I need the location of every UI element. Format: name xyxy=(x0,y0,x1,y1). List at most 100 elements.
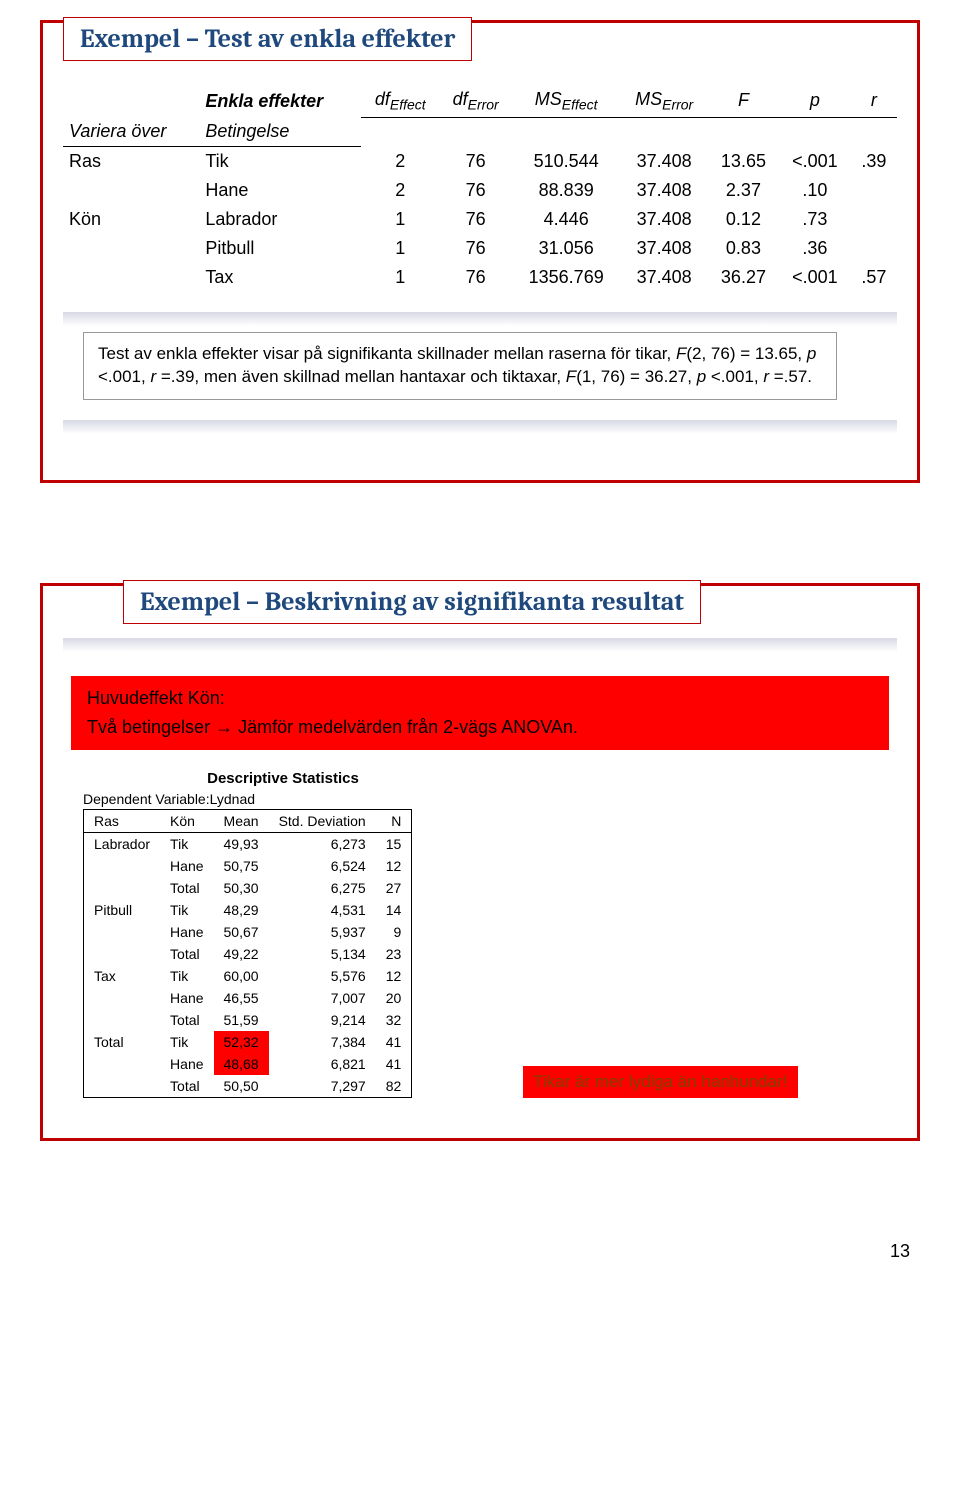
hdr-sub1: Variera över xyxy=(63,117,199,147)
cell: 51,59 xyxy=(214,1009,269,1031)
cell xyxy=(84,1075,161,1098)
cell: 88.839 xyxy=(512,176,621,205)
cell: 31.056 xyxy=(512,234,621,263)
cell: 7,297 xyxy=(269,1075,376,1098)
cell: 1 xyxy=(361,205,439,234)
cell: 23 xyxy=(376,943,412,965)
cell: 9,214 xyxy=(269,1009,376,1031)
cell: 76 xyxy=(439,147,511,177)
table-row: Total49,225,13423 xyxy=(84,943,412,965)
cell: 76 xyxy=(439,263,511,292)
cell: Tik xyxy=(199,147,361,177)
table-row: Hane50,756,52412 xyxy=(84,855,412,877)
cell: 50,50 xyxy=(214,1075,269,1098)
cell: 37.408 xyxy=(620,147,707,177)
cell: Hane xyxy=(160,987,213,1009)
banner-heading: Huvudeffekt Kön: xyxy=(87,688,873,709)
cell: Total xyxy=(160,1075,213,1098)
cell: Pitbull xyxy=(199,234,361,263)
cell: 50,75 xyxy=(214,855,269,877)
cell: Total xyxy=(84,1031,161,1053)
cell: 510.544 xyxy=(512,147,621,177)
cell xyxy=(851,205,897,234)
descriptive-table: RasKönMeanStd. DeviationNLabradorTik49,9… xyxy=(83,809,412,1098)
stats-table-wrap: Descriptive Statistics Dependent Variabl… xyxy=(83,770,483,1098)
cell: 46,55 xyxy=(214,987,269,1009)
cell xyxy=(84,987,161,1009)
hdr-main: Enkla effekter xyxy=(199,85,361,117)
cell: 41 xyxy=(376,1031,412,1053)
table-row: LabradorTik49,936,27315 xyxy=(84,832,412,855)
cell: .39 xyxy=(851,147,897,177)
cell: .36 xyxy=(779,234,851,263)
table-row: RasTik276510.54437.40813.65<.001.39 xyxy=(63,147,897,177)
cell: 6,275 xyxy=(269,877,376,899)
page-number: 13 xyxy=(0,1241,910,1262)
table-row: PitbullTik48,294,53114 xyxy=(84,899,412,921)
cell: Tax xyxy=(84,965,161,987)
hdr-sub2: Betingelse xyxy=(199,117,361,147)
cell: 50,30 xyxy=(214,877,269,899)
cell: 6,524 xyxy=(269,855,376,877)
cell: Tik xyxy=(160,965,213,987)
col-p: p xyxy=(779,85,851,117)
cell: 76 xyxy=(439,176,511,205)
cell: 27 xyxy=(376,877,412,899)
table-row: Tax1761356.76937.40836.27<.001.57 xyxy=(63,263,897,292)
col-header: Mean xyxy=(214,809,269,832)
cell: 48,68 xyxy=(214,1053,269,1075)
cell: 32 xyxy=(376,1009,412,1031)
cell: 1356.769 xyxy=(512,263,621,292)
cell: 20 xyxy=(376,987,412,1009)
note-text: Test av enkla effekter visar på signifik… xyxy=(98,344,816,386)
table-row: Total50,507,29782 xyxy=(84,1075,412,1098)
col-header: Kön xyxy=(160,809,213,832)
cell: Tax xyxy=(199,263,361,292)
cell: Hane xyxy=(160,921,213,943)
cell: .10 xyxy=(779,176,851,205)
cell: 49,93 xyxy=(214,832,269,855)
cell: 49,22 xyxy=(214,943,269,965)
cell: 0.12 xyxy=(708,205,779,234)
cell: Labrador xyxy=(199,205,361,234)
cell: Tik xyxy=(160,1031,213,1053)
note-box: Test av enkla effekter visar på signifik… xyxy=(83,332,837,400)
cell: Tik xyxy=(160,832,213,855)
title-box: Exempel – Test av enkla effekter xyxy=(63,17,472,61)
red-banner: Huvudeffekt Kön: Två betingelser → Jämfö… xyxy=(71,676,889,750)
cell: .57 xyxy=(851,263,897,292)
title-box-2: Exempel – Beskrivning av signifikanta re… xyxy=(123,580,701,624)
cell: 5,937 xyxy=(269,921,376,943)
cell xyxy=(63,234,199,263)
table-row: Hane50,675,9379 xyxy=(84,921,412,943)
slide-title-2: Exempel – Beskrivning av signifikanta re… xyxy=(140,587,684,617)
cell xyxy=(84,1009,161,1031)
cell: 2 xyxy=(361,147,439,177)
cell: 14 xyxy=(376,899,412,921)
cell: Kön xyxy=(63,205,199,234)
shade-bar-3 xyxy=(63,638,897,652)
cell: 60,00 xyxy=(214,965,269,987)
cell: 6,821 xyxy=(269,1053,376,1075)
cell: 2.37 xyxy=(708,176,779,205)
col-header: Ras xyxy=(84,809,161,832)
stats-title: Descriptive Statistics xyxy=(83,770,483,787)
cell xyxy=(84,1053,161,1075)
slide-title: Exempel – Test av enkla effekter xyxy=(80,24,455,54)
table-row: Pitbull17631.05637.4080.83.36 xyxy=(63,234,897,263)
cell: 1 xyxy=(361,263,439,292)
table-row: TaxTik60,005,57612 xyxy=(84,965,412,987)
cell xyxy=(84,943,161,965)
table-row: Hane27688.83937.4082.37.10 xyxy=(63,176,897,205)
cell xyxy=(851,176,897,205)
cell: Pitbull xyxy=(84,899,161,921)
cell: 41 xyxy=(376,1053,412,1075)
col-header: Std. Deviation xyxy=(269,809,376,832)
cell: Hane xyxy=(160,1053,213,1075)
effects-table: Enkla effekter dfEffect dfError MSEffect… xyxy=(63,85,897,292)
cell: 7,007 xyxy=(269,987,376,1009)
col-ms-effect: MSEffect xyxy=(512,85,621,117)
cell: 12 xyxy=(376,855,412,877)
col-ms-error: MSError xyxy=(620,85,707,117)
shade-bar xyxy=(63,312,897,326)
